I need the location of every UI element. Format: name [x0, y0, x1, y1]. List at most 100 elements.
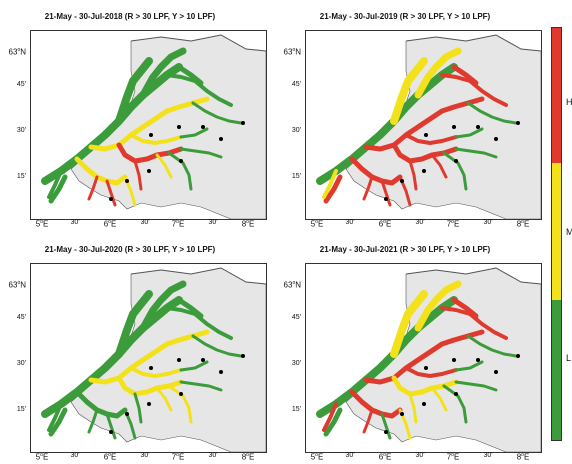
channel-segment — [380, 412, 392, 440]
channel-segment — [322, 169, 338, 199]
lon-degrees: 7 — [171, 219, 177, 229]
channel-segment — [167, 151, 193, 191]
degree-symbol: o — [246, 219, 249, 225]
farm-marker — [177, 125, 181, 129]
lon-label-degrees: 8oE — [511, 452, 535, 462]
degree-symbol: o — [176, 452, 179, 458]
lon-degrees: 6 — [378, 219, 384, 229]
lon-label-degrees: 6oE — [373, 452, 397, 462]
farm-marker — [219, 137, 223, 141]
degree-symbol: o — [315, 219, 318, 225]
channel-segment — [48, 174, 68, 204]
lon-label-minutes: 30' — [208, 452, 218, 459]
lon-label-degrees: 8oE — [236, 452, 260, 462]
lon-degrees: 6 — [103, 219, 109, 229]
channel-segment — [454, 360, 484, 372]
lon-degrees: 5 — [35, 452, 41, 462]
channel-segment — [451, 297, 479, 319]
lat-label-minutes: 15' — [16, 406, 26, 413]
farm-marker — [219, 370, 223, 374]
legend-label-low: L — [566, 353, 572, 363]
lon-hemisphere: E — [385, 219, 392, 229]
channel-segment — [87, 408, 99, 434]
lon-hemisphere: E — [178, 452, 185, 462]
channel-segment — [191, 101, 243, 125]
lon-label-degrees: 5oE — [305, 452, 329, 462]
lon-degrees: 5 — [35, 219, 41, 229]
channel-segment — [179, 147, 223, 159]
fjord-map-svg — [41, 34, 266, 219]
lon-degrees: 6 — [103, 452, 109, 462]
lat-hemisphere: N — [295, 47, 301, 57]
lon-label-degrees: 7oE — [166, 452, 190, 462]
fjord-map-svg — [316, 267, 541, 452]
lat-label-minutes: 45' — [291, 314, 301, 321]
lon-hemisphere: E — [523, 219, 530, 229]
lat-label-minutes: 15' — [291, 173, 301, 180]
lat-label-minutes: 30' — [16, 127, 26, 134]
lat-label-minutes: 45' — [16, 81, 26, 88]
lon-hemisphere: E — [317, 452, 324, 462]
lon-label-degrees: 6oE — [98, 452, 122, 462]
lat-hemisphere: N — [295, 280, 301, 290]
lon-label-degrees: 8oE — [511, 219, 535, 229]
channel-segment — [88, 329, 210, 385]
farm-marker — [384, 197, 388, 201]
coastline — [130, 34, 266, 52]
lon-hemisphere: E — [110, 452, 117, 462]
lat-label-63n: 63oN — [2, 47, 26, 57]
fjord-map-svg — [316, 34, 541, 219]
channel-segment — [440, 73, 508, 107]
channel-segment — [454, 127, 484, 139]
farm-marker — [384, 430, 388, 434]
lat-label-minutes: 30' — [16, 360, 26, 367]
degree-symbol: o — [246, 452, 249, 458]
channel-segment — [349, 389, 403, 419]
degree-symbol: o — [40, 219, 43, 225]
channel-segment — [404, 366, 458, 378]
farm-marker — [400, 412, 404, 416]
fjord-map-svg — [41, 267, 266, 452]
farm-marker — [454, 159, 458, 163]
channel-segment — [451, 64, 479, 86]
farm-marker — [241, 121, 245, 125]
lon-label-minutes: 30' — [140, 452, 150, 459]
degree-symbol: o — [521, 219, 524, 225]
map-panel-2021: 21-May - 30-Jul-2021 (R > 30 LPF, Y > 10… — [275, 245, 542, 462]
lon-degrees: 8 — [241, 219, 247, 229]
lon-label-minutes: 30' — [483, 219, 493, 226]
lat-label-minutes: 45' — [291, 81, 301, 88]
channel-segment — [380, 179, 392, 207]
channel-segment — [105, 412, 117, 440]
channel-segment — [74, 389, 128, 419]
lon-degrees: 7 — [446, 219, 452, 229]
lon-label-degrees: 8oE — [236, 219, 260, 229]
lat-label-63n: 63oN — [277, 280, 301, 290]
farm-marker — [147, 169, 151, 173]
lat-label-minutes: 45' — [16, 314, 26, 321]
channel-segment — [454, 147, 498, 159]
degree-symbol: o — [315, 452, 318, 458]
legend-low — [552, 300, 561, 440]
lon-hemisphere: E — [178, 219, 185, 229]
channel-segment — [105, 179, 117, 207]
lon-degrees: 7 — [446, 452, 452, 462]
farm-marker — [454, 392, 458, 396]
degree-symbol: o — [17, 280, 21, 286]
channel-segment — [414, 280, 462, 332]
degree-symbol: o — [108, 219, 111, 225]
farm-marker — [452, 358, 456, 362]
farm-marker — [149, 366, 153, 370]
coastline — [405, 267, 541, 285]
channel-segment — [362, 175, 374, 201]
lat-label-minutes: 30' — [291, 360, 301, 367]
lon-label-degrees: 7oE — [441, 452, 465, 462]
lon-degrees: 8 — [516, 452, 522, 462]
lon-hemisphere: E — [110, 219, 117, 229]
farm-marker — [125, 179, 129, 183]
channel-segment — [442, 151, 468, 191]
lon-hemisphere: E — [385, 452, 392, 462]
lon-label-degrees: 5oE — [305, 219, 329, 229]
channel-segment — [74, 156, 128, 186]
degree-symbol: o — [17, 47, 21, 53]
